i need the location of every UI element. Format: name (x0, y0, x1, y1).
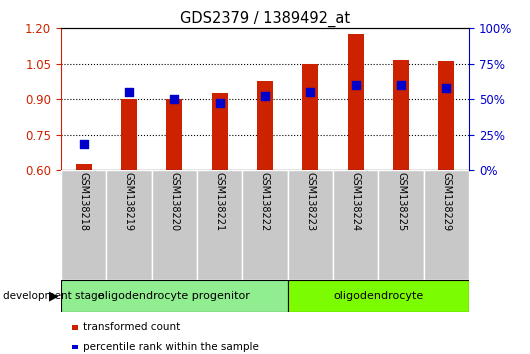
Text: GSM138224: GSM138224 (351, 172, 361, 231)
Text: GSM138229: GSM138229 (441, 172, 452, 231)
Point (215, 101, 224, 106)
Bar (61, 170, 107, 280)
Bar (333, 170, 378, 280)
Bar (288, 280, 469, 312)
Bar (257, 81, 273, 170)
Point (170, 96, 179, 102)
Point (351, 82, 360, 88)
Text: GSM138221: GSM138221 (215, 172, 225, 231)
Text: GSM138225: GSM138225 (396, 172, 406, 232)
Bar (121, 99, 137, 170)
Text: GSM138219: GSM138219 (124, 172, 134, 231)
Bar (242, 170, 288, 280)
Text: oligodendrocyte progenitor: oligodendrocyte progenitor (99, 291, 250, 301)
Bar (152, 170, 197, 280)
Point (80, 142, 88, 147)
Bar (76, 164, 92, 170)
Bar (348, 34, 364, 170)
Point (306, 89, 315, 95)
Bar (288, 170, 333, 280)
Bar (166, 99, 182, 170)
Point (442, 85, 450, 91)
Bar (61, 280, 288, 312)
Text: oligodendrocyte: oligodendrocyte (333, 291, 423, 301)
Text: GSM138223: GSM138223 (305, 172, 315, 231)
Text: percentile rank within the sample: percentile rank within the sample (83, 342, 259, 352)
Text: development stage: development stage (3, 291, 104, 301)
Bar (393, 60, 409, 170)
Bar (303, 64, 319, 170)
Text: GDS2379 / 1389492_at: GDS2379 / 1389492_at (180, 11, 350, 27)
Text: GSM138220: GSM138220 (169, 172, 179, 231)
Bar (423, 170, 469, 280)
Point (261, 93, 269, 99)
Bar (378, 170, 423, 280)
Bar (211, 93, 227, 170)
Text: GSM138218: GSM138218 (78, 172, 89, 231)
Text: transformed count: transformed count (83, 322, 180, 332)
Point (125, 89, 133, 95)
Text: GSM138222: GSM138222 (260, 172, 270, 232)
Bar (197, 170, 242, 280)
Text: ▶: ▶ (49, 289, 58, 302)
Bar (438, 61, 454, 170)
Point (397, 82, 405, 88)
Bar (107, 170, 152, 280)
